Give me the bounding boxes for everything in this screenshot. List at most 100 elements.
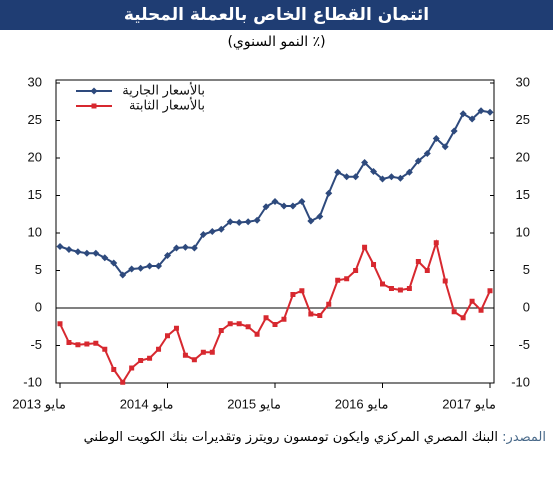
point [83, 249, 91, 257]
point [254, 331, 260, 337]
point [477, 107, 485, 115]
y2-tick-label: -5 [518, 337, 530, 352]
point [352, 173, 360, 181]
point [442, 278, 448, 284]
y-tick-label: 20 [28, 149, 42, 164]
point [487, 288, 493, 294]
point [361, 159, 369, 166]
point [307, 217, 315, 225]
y-tick-label: 0 [35, 299, 42, 314]
point [93, 340, 99, 346]
point [101, 254, 109, 262]
point [406, 286, 412, 291]
point [325, 189, 333, 197]
y2-tick-label: 0 [523, 299, 530, 314]
point [236, 321, 242, 327]
series-line [59, 239, 491, 385]
y-tick-label: 10 [28, 224, 42, 239]
point [119, 271, 127, 279]
point [190, 244, 198, 252]
x-tick-label: مايو 2017 [442, 396, 496, 412]
point [92, 249, 100, 257]
source-note: المصدر: البنك المصري المركزي وايكون تومس… [6, 428, 546, 448]
point [244, 218, 252, 226]
chart-subtitle: (٪ النمو السنوي) [227, 34, 326, 50]
point [397, 287, 403, 293]
y-tick-label: -10 [23, 374, 42, 389]
point [235, 219, 243, 226]
point [281, 316, 287, 322]
y2-tick-label: 15 [516, 187, 530, 202]
point [227, 321, 233, 327]
point [56, 243, 64, 250]
legend-label: بالأسعار الثابتة [129, 96, 205, 113]
series-line [59, 109, 491, 277]
y-tick-label: 5 [35, 262, 42, 277]
point [290, 292, 296, 297]
point [75, 342, 81, 348]
point [217, 225, 225, 233]
point [469, 298, 475, 304]
point [209, 349, 215, 355]
point [57, 321, 63, 327]
x-tick-label: مايو 2016 [335, 396, 389, 412]
y2-tick-label: 20 [516, 149, 530, 164]
x-tick-label: مايو 2013 [12, 396, 66, 412]
point [146, 262, 154, 270]
y-tick-label: 30 [28, 74, 42, 89]
point [173, 325, 179, 331]
point [111, 367, 117, 372]
point [245, 324, 251, 330]
point [460, 315, 466, 321]
point [298, 198, 306, 205]
point [396, 174, 404, 182]
source-label: المصدر: [502, 430, 546, 445]
point [84, 341, 90, 347]
chart: -10 -5 0 5 10 15 20 25 30 -10 -5 0 5 10 15 20 25 30 مايو 2… [12, 74, 530, 412]
point [272, 322, 278, 327]
point [289, 202, 297, 210]
legend-marker [91, 103, 97, 109]
y2-tick-label: 30 [516, 74, 530, 89]
y-tick-label: 15 [28, 187, 42, 202]
point [65, 246, 73, 253]
point [424, 268, 430, 273]
point [468, 115, 476, 123]
point [450, 127, 458, 135]
point [74, 248, 82, 256]
point [262, 203, 270, 211]
point [344, 276, 350, 282]
point [370, 168, 378, 175]
source-text: البنك المصري المركزي وايكون تومسون رويتر… [83, 430, 499, 445]
point [388, 286, 394, 291]
x-tick-label: مايو 2015 [227, 396, 281, 412]
point [423, 150, 431, 157]
point [172, 244, 180, 252]
point [478, 307, 484, 313]
point [181, 243, 189, 251]
y-tick-label: 25 [28, 112, 42, 127]
point [129, 365, 135, 371]
point [326, 301, 332, 307]
point [253, 216, 261, 224]
point [120, 379, 126, 385]
point [299, 288, 305, 294]
point [263, 315, 269, 321]
point [451, 309, 457, 315]
point [316, 213, 324, 220]
point [102, 346, 108, 352]
y2-tick-label: 5 [523, 262, 530, 277]
point [433, 240, 439, 246]
point [405, 168, 413, 176]
legend-marker [90, 87, 98, 95]
point [441, 143, 449, 151]
point [380, 281, 385, 287]
point [432, 135, 440, 142]
point [271, 198, 279, 205]
point [486, 108, 494, 116]
y2-tick-label: 25 [516, 112, 530, 127]
point [110, 259, 118, 267]
point [147, 355, 153, 361]
point [371, 262, 377, 267]
point [414, 157, 422, 165]
